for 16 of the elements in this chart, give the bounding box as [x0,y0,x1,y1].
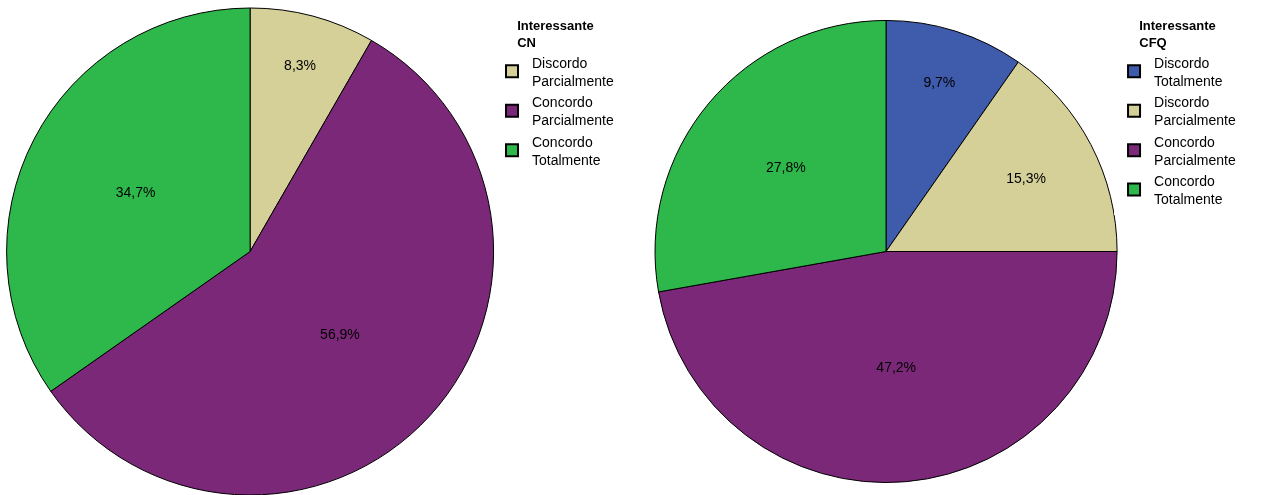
legend-label: Concordo Parcialmente [1154,133,1236,168]
legend-label: Discordo Totalmente [1154,54,1223,89]
data-label: 34,7% [115,183,156,200]
legend-label: Concordo Totalmente [531,133,601,168]
data-label: 56,9% [320,325,360,342]
data-label: 47,2% [876,358,917,375]
legend-label: Discordo Parcialmente [531,54,614,89]
legend-label: Concordo Totalmente [1154,172,1223,208]
legend-title: Interessante CN [517,17,594,50]
legend-label: Concordo Parcialmente [531,94,614,129]
data-label: 27,8% [765,159,806,176]
data-label: 9,7% [923,73,956,90]
legend-title: Interessante CFQ [1139,17,1216,50]
data-label: 8,3% [284,56,317,73]
legend-label: Discordo Parcialmente [1154,94,1236,129]
data-label: 15,3% [1006,170,1046,187]
